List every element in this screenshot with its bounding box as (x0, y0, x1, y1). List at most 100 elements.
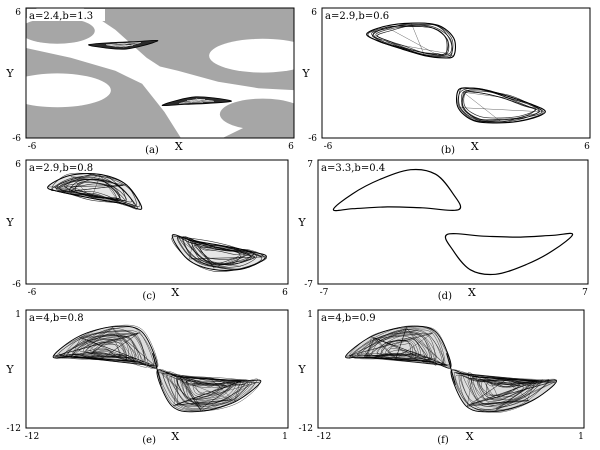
attractor-lobe (444, 232, 574, 276)
attractor-fold (175, 399, 232, 406)
annotation-background (27, 9, 105, 21)
attractor-fold (405, 329, 446, 365)
attractor-orbit (192, 382, 225, 395)
attractor-texture (179, 100, 214, 104)
plot-frame (321, 7, 591, 139)
attractor-fold (63, 177, 74, 193)
attractor-fold (346, 355, 447, 366)
x-axis-label: X (468, 286, 476, 299)
attractor-fold (395, 329, 407, 359)
y-tick-label: 6 (15, 160, 21, 170)
y-tick-label: -12 (7, 424, 22, 434)
attractor-fold (211, 379, 236, 402)
y-tick-label: -6 (12, 280, 21, 290)
attractor-orbit (83, 339, 129, 361)
attractor-fold (364, 356, 429, 362)
panel-caption: (c) (142, 291, 156, 302)
x-tick-label: -6 (28, 142, 37, 152)
attractor-lobe (161, 96, 232, 107)
attractor-texture (117, 42, 141, 44)
basin-gray-lobe (219, 98, 294, 130)
attractor-fold (173, 376, 179, 406)
attractor-fold (234, 381, 241, 401)
attractor-orbit (169, 375, 249, 407)
attractor-texture (114, 42, 130, 47)
x-tick-label: -12 (25, 432, 40, 442)
attractor-fold (365, 337, 375, 357)
attractor-fold (349, 327, 407, 356)
attractor-fold (374, 332, 434, 339)
attractor-fold (380, 41, 449, 54)
attractor-texture (179, 98, 197, 104)
attractor-lobe (88, 39, 159, 50)
attractor-fold (54, 355, 104, 359)
attractor-orbit (463, 91, 536, 119)
x-axis-label: X (466, 430, 474, 443)
attractor-orbit (70, 183, 120, 200)
x-tick-label: 1 (578, 432, 584, 442)
attractor-fold (180, 377, 243, 382)
attractor-fold (112, 328, 135, 361)
attractor-fold (72, 177, 125, 186)
attractor-fold (466, 376, 473, 407)
x-tick-label: 6 (584, 142, 590, 152)
y-tick-label: -6 (308, 134, 317, 144)
panel-4: a=3.3,b=0.4 7 -7 Y -7 7 X (d) (297, 159, 589, 302)
attractor-fold (201, 381, 240, 409)
attractor-orbit (173, 376, 245, 405)
attractor-orbit (381, 339, 420, 357)
attractor-texture (123, 42, 141, 48)
attractor-fold (372, 337, 430, 362)
attractor-fold (70, 176, 126, 186)
attractor-orbit (199, 246, 240, 260)
panel-3: a=2.9,b=0.8 6 -6 Y -6 6 X (c) (5, 159, 289, 302)
attractor-fold (411, 23, 425, 55)
attractor-fold (159, 372, 234, 401)
attractor-fold (162, 373, 202, 410)
attractor-orbit (486, 383, 521, 399)
attractor-orbit (66, 333, 145, 363)
plot-frame (317, 309, 585, 429)
attractor-orbit (54, 330, 155, 366)
panel-caption: (b) (441, 145, 455, 156)
attractor-fold (473, 376, 537, 382)
attractor-fold (179, 377, 202, 411)
attractor-texture (187, 99, 206, 101)
x-tick-label: -12 (317, 432, 332, 442)
plot-area (322, 8, 590, 138)
y-tick-label: 7 (307, 160, 313, 170)
parameter-annotation: a=2.9,b=0.8 (29, 163, 93, 174)
x-axis-label: X (175, 140, 183, 153)
attractor-fold (48, 185, 123, 188)
attractor-fold (73, 332, 141, 357)
attractor-fold (346, 333, 432, 357)
attractor-fold (469, 382, 550, 406)
attractor-orbit (387, 341, 411, 356)
attractor-fold (496, 381, 555, 409)
attractor-lobe (450, 369, 557, 413)
attractor-fold (367, 337, 375, 357)
attractor-lobe (366, 22, 456, 59)
y-tick-label: 1 (15, 310, 21, 320)
attractor-orbit (161, 370, 255, 410)
attractor-orbit (380, 340, 418, 355)
attractor-orbit (461, 88, 540, 123)
plot-frame (25, 309, 289, 429)
y-axis-label: Y (5, 67, 14, 80)
y-axis-label: Y (297, 363, 306, 376)
attractor-lobe (47, 172, 143, 210)
attractor-fold (91, 197, 135, 207)
attractor-lobe (456, 87, 546, 124)
attractor-orbit (93, 343, 122, 356)
panel-caption: (a) (145, 145, 159, 156)
attractor-fold (222, 246, 263, 258)
attractor-spike (446, 353, 456, 385)
attractor-orbit (444, 232, 574, 276)
attractor-orbit (381, 340, 417, 359)
basin-white-lobe (26, 73, 111, 108)
attractor-fold (506, 378, 529, 401)
attractor-fold (496, 380, 540, 409)
x-tick-label: -6 (324, 142, 333, 152)
attractor-fold (190, 256, 264, 259)
